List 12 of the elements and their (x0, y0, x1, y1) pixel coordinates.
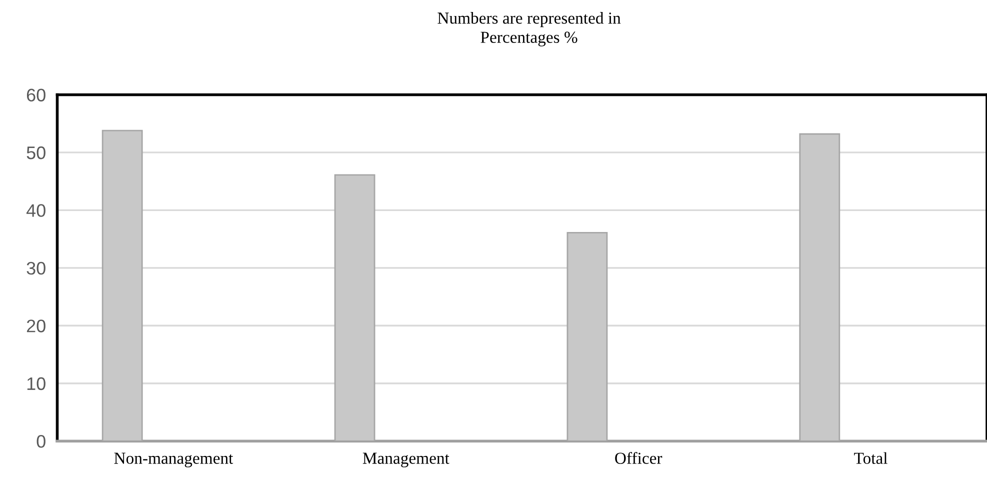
chart-title: Numbers are represented in Percentages % (438, 12, 621, 46)
x-tick-label: Management (362, 452, 450, 468)
y-tick-label: 0 (36, 435, 46, 448)
y-tick-label: 50 (26, 146, 46, 160)
y-tick-label: 10 (27, 377, 46, 390)
x-tick-label: Non-management (114, 452, 234, 468)
x-tick-label: Total (854, 452, 888, 464)
y-tick-label: 30 (26, 262, 46, 275)
y-tick-label: 40 (26, 204, 46, 217)
y-tick-label: 60 (26, 88, 46, 102)
y-tick-label: 20 (26, 320, 46, 332)
x-tick-label: Officer (615, 452, 662, 464)
